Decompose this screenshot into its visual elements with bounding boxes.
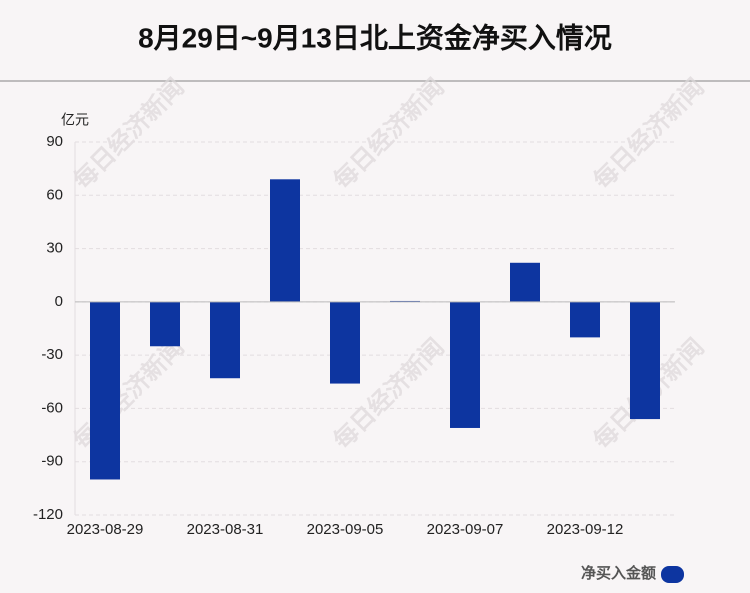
bar <box>630 301 660 420</box>
bar <box>150 301 180 347</box>
y-tick-label: 30 <box>46 240 63 257</box>
bar <box>450 301 480 428</box>
y-tick-label: -60 <box>41 399 63 416</box>
chart-title: 8月29日~9月13日北上资金净买入情况 <box>138 21 612 53</box>
bar <box>210 301 240 379</box>
x-tick-label: 2023-08-31 <box>187 521 264 538</box>
y-unit: 亿元 <box>61 112 89 128</box>
bar <box>270 179 300 302</box>
bar <box>510 262 540 302</box>
legend-swatch <box>661 566 684 583</box>
x-tick-label: 2023-09-07 <box>427 521 504 538</box>
legend-label: 净买入金额 <box>581 564 656 582</box>
y-tick-label: 60 <box>46 186 63 203</box>
x-tick-label: 2023-08-29 <box>67 521 144 538</box>
y-tick-label: 0 <box>55 293 63 310</box>
y-tick-label: -30 <box>41 346 63 363</box>
x-tick-label: 2023-09-12 <box>547 521 624 538</box>
y-tick-label: -120 <box>33 506 63 523</box>
y-tick-label: -90 <box>41 453 63 470</box>
bar <box>90 301 120 480</box>
y-tick-label: 90 <box>46 133 63 150</box>
x-tick-label: 2023-09-05 <box>307 521 384 538</box>
bar <box>570 301 600 338</box>
bar <box>330 301 360 384</box>
